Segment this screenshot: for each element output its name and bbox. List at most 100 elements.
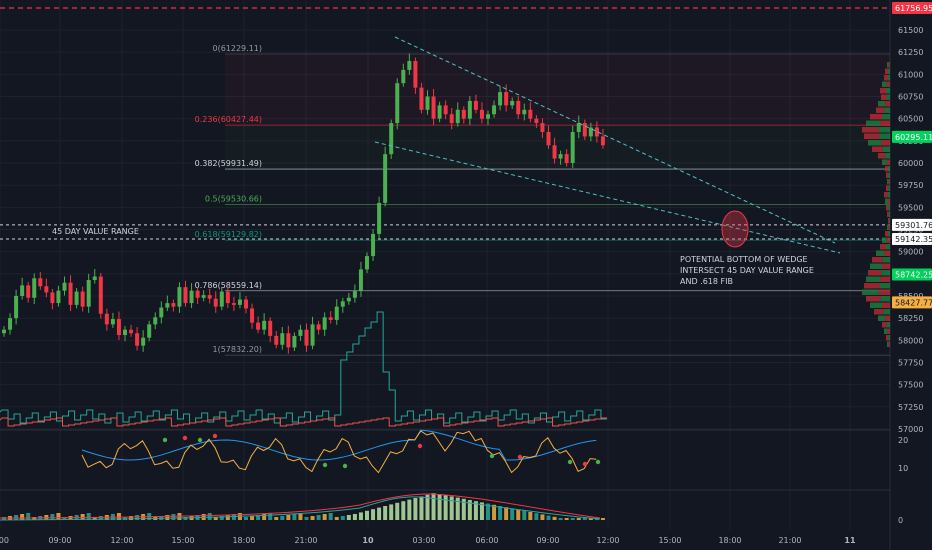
value-range: 45 DAY VALUE RANGE [0, 224, 890, 240]
macd-histogram-bar [467, 500, 472, 520]
fib-label: 0.786(58559.14) [195, 281, 262, 290]
macd-histogram-bar [546, 515, 551, 520]
profile-bar [888, 231, 890, 237]
candle-body [552, 145, 557, 159]
profile-bar [878, 127, 890, 133]
candle-body [201, 295, 206, 298]
profile-bar [887, 224, 889, 230]
candle-body [473, 100, 478, 110]
candle-body [98, 276, 103, 314]
profile-bar [887, 62, 889, 68]
candle-body [492, 105, 497, 115]
candle-body [68, 282, 73, 305]
price-tag-box [892, 218, 932, 231]
candle-body [171, 303, 176, 307]
candle-body [431, 96, 436, 119]
candle-body [298, 329, 303, 336]
profile-bar [862, 127, 879, 133]
candle-body [141, 337, 146, 346]
candle-body [316, 324, 321, 330]
price-tick-label: 58250 [898, 314, 923, 323]
volume-line-red [0, 417, 607, 427]
price-tick-label: 60000 [898, 159, 923, 168]
profile-bar [868, 140, 882, 146]
profile-bar [886, 185, 889, 191]
macd-histogram-bar [437, 494, 442, 520]
macd-histogram-bar [552, 516, 557, 520]
price-tick-label: 61500 [898, 26, 923, 35]
profile-bar [886, 81, 890, 87]
profile-bar [882, 257, 890, 263]
time-tick-label: 11 [844, 536, 856, 545]
annotation-line-3: AND .618 FIB [680, 277, 733, 286]
candle-body [195, 290, 200, 298]
profile-bar [876, 250, 885, 256]
price-tick-label: 57250 [898, 403, 923, 412]
macd-histogram-bar [558, 518, 563, 520]
candle-body [546, 131, 551, 146]
macd-histogram-bar [244, 517, 248, 520]
candle-body [262, 320, 267, 330]
macd-histogram-bar [298, 513, 303, 520]
candle-body [147, 324, 152, 338]
candle-body [56, 290, 61, 304]
profile-bar [888, 211, 890, 217]
price-tick-label: 57000 [898, 425, 923, 434]
fib-band [225, 125, 890, 170]
candle-body [449, 114, 454, 124]
fib-label: 0.236(60427.44) [195, 115, 262, 124]
candle-body [455, 109, 460, 124]
candle-body [371, 233, 376, 257]
macd-histogram-bar [225, 515, 230, 520]
macd-histogram-bar [346, 515, 351, 520]
profile-bar [876, 107, 885, 113]
candle-body [522, 109, 527, 115]
profile-bar [885, 231, 888, 237]
macd-signal-line [0, 493, 601, 519]
profile-bar [888, 62, 890, 68]
time-tick-label: 6:00 [0, 536, 9, 545]
macd-histogram-bar [310, 516, 315, 520]
profile-bar [878, 315, 886, 321]
price-tick-label: 61250 [898, 48, 923, 57]
macd-histogram-bar [340, 516, 345, 520]
macd-histogram-bar [274, 517, 279, 520]
time-tick-label: 09:00 [536, 536, 559, 545]
profile-bar [885, 166, 888, 172]
macd-histogram-bar [413, 498, 418, 520]
oscillator-cross-dot [489, 453, 495, 459]
profile-bar [882, 302, 890, 308]
annotation-line-2: INTERSECT 45 DAY VALUE RANGE [680, 266, 814, 275]
candle-body [419, 87, 424, 110]
macd-histogram-bar [486, 503, 490, 520]
macd-histogram-bar [20, 514, 25, 520]
profile-bar [880, 296, 890, 302]
candle-body [159, 307, 164, 318]
macd-histogram-bar [32, 517, 37, 520]
profile-bar [886, 237, 890, 243]
macd-histogram-bar [383, 506, 388, 520]
oscillator-cross-dot [517, 454, 523, 460]
oscillator-line [81, 430, 597, 474]
profile-bar [882, 237, 887, 243]
oscillator-cross-dot [197, 437, 203, 443]
price-tag-box [892, 2, 932, 14]
profile-bar [866, 120, 881, 126]
candle-body [135, 333, 140, 346]
profile-bar [888, 218, 890, 224]
profile-bar [889, 218, 890, 224]
profile-bar [886, 94, 890, 100]
candle-body [50, 292, 55, 304]
oscillator-cross-dot [417, 443, 423, 449]
candle-body [165, 303, 170, 308]
macd-histogram-bar [407, 499, 412, 520]
macd-histogram-bar [334, 517, 339, 520]
profile-bar [872, 257, 883, 263]
candle-body [292, 335, 297, 348]
candle-body [20, 285, 25, 296]
oscillator-cross-dot [582, 461, 588, 467]
profile-bar [882, 146, 890, 152]
annotation-text: POTENTIAL BOTTOM OF WEDGE INTERSECT 45 D… [680, 255, 814, 286]
